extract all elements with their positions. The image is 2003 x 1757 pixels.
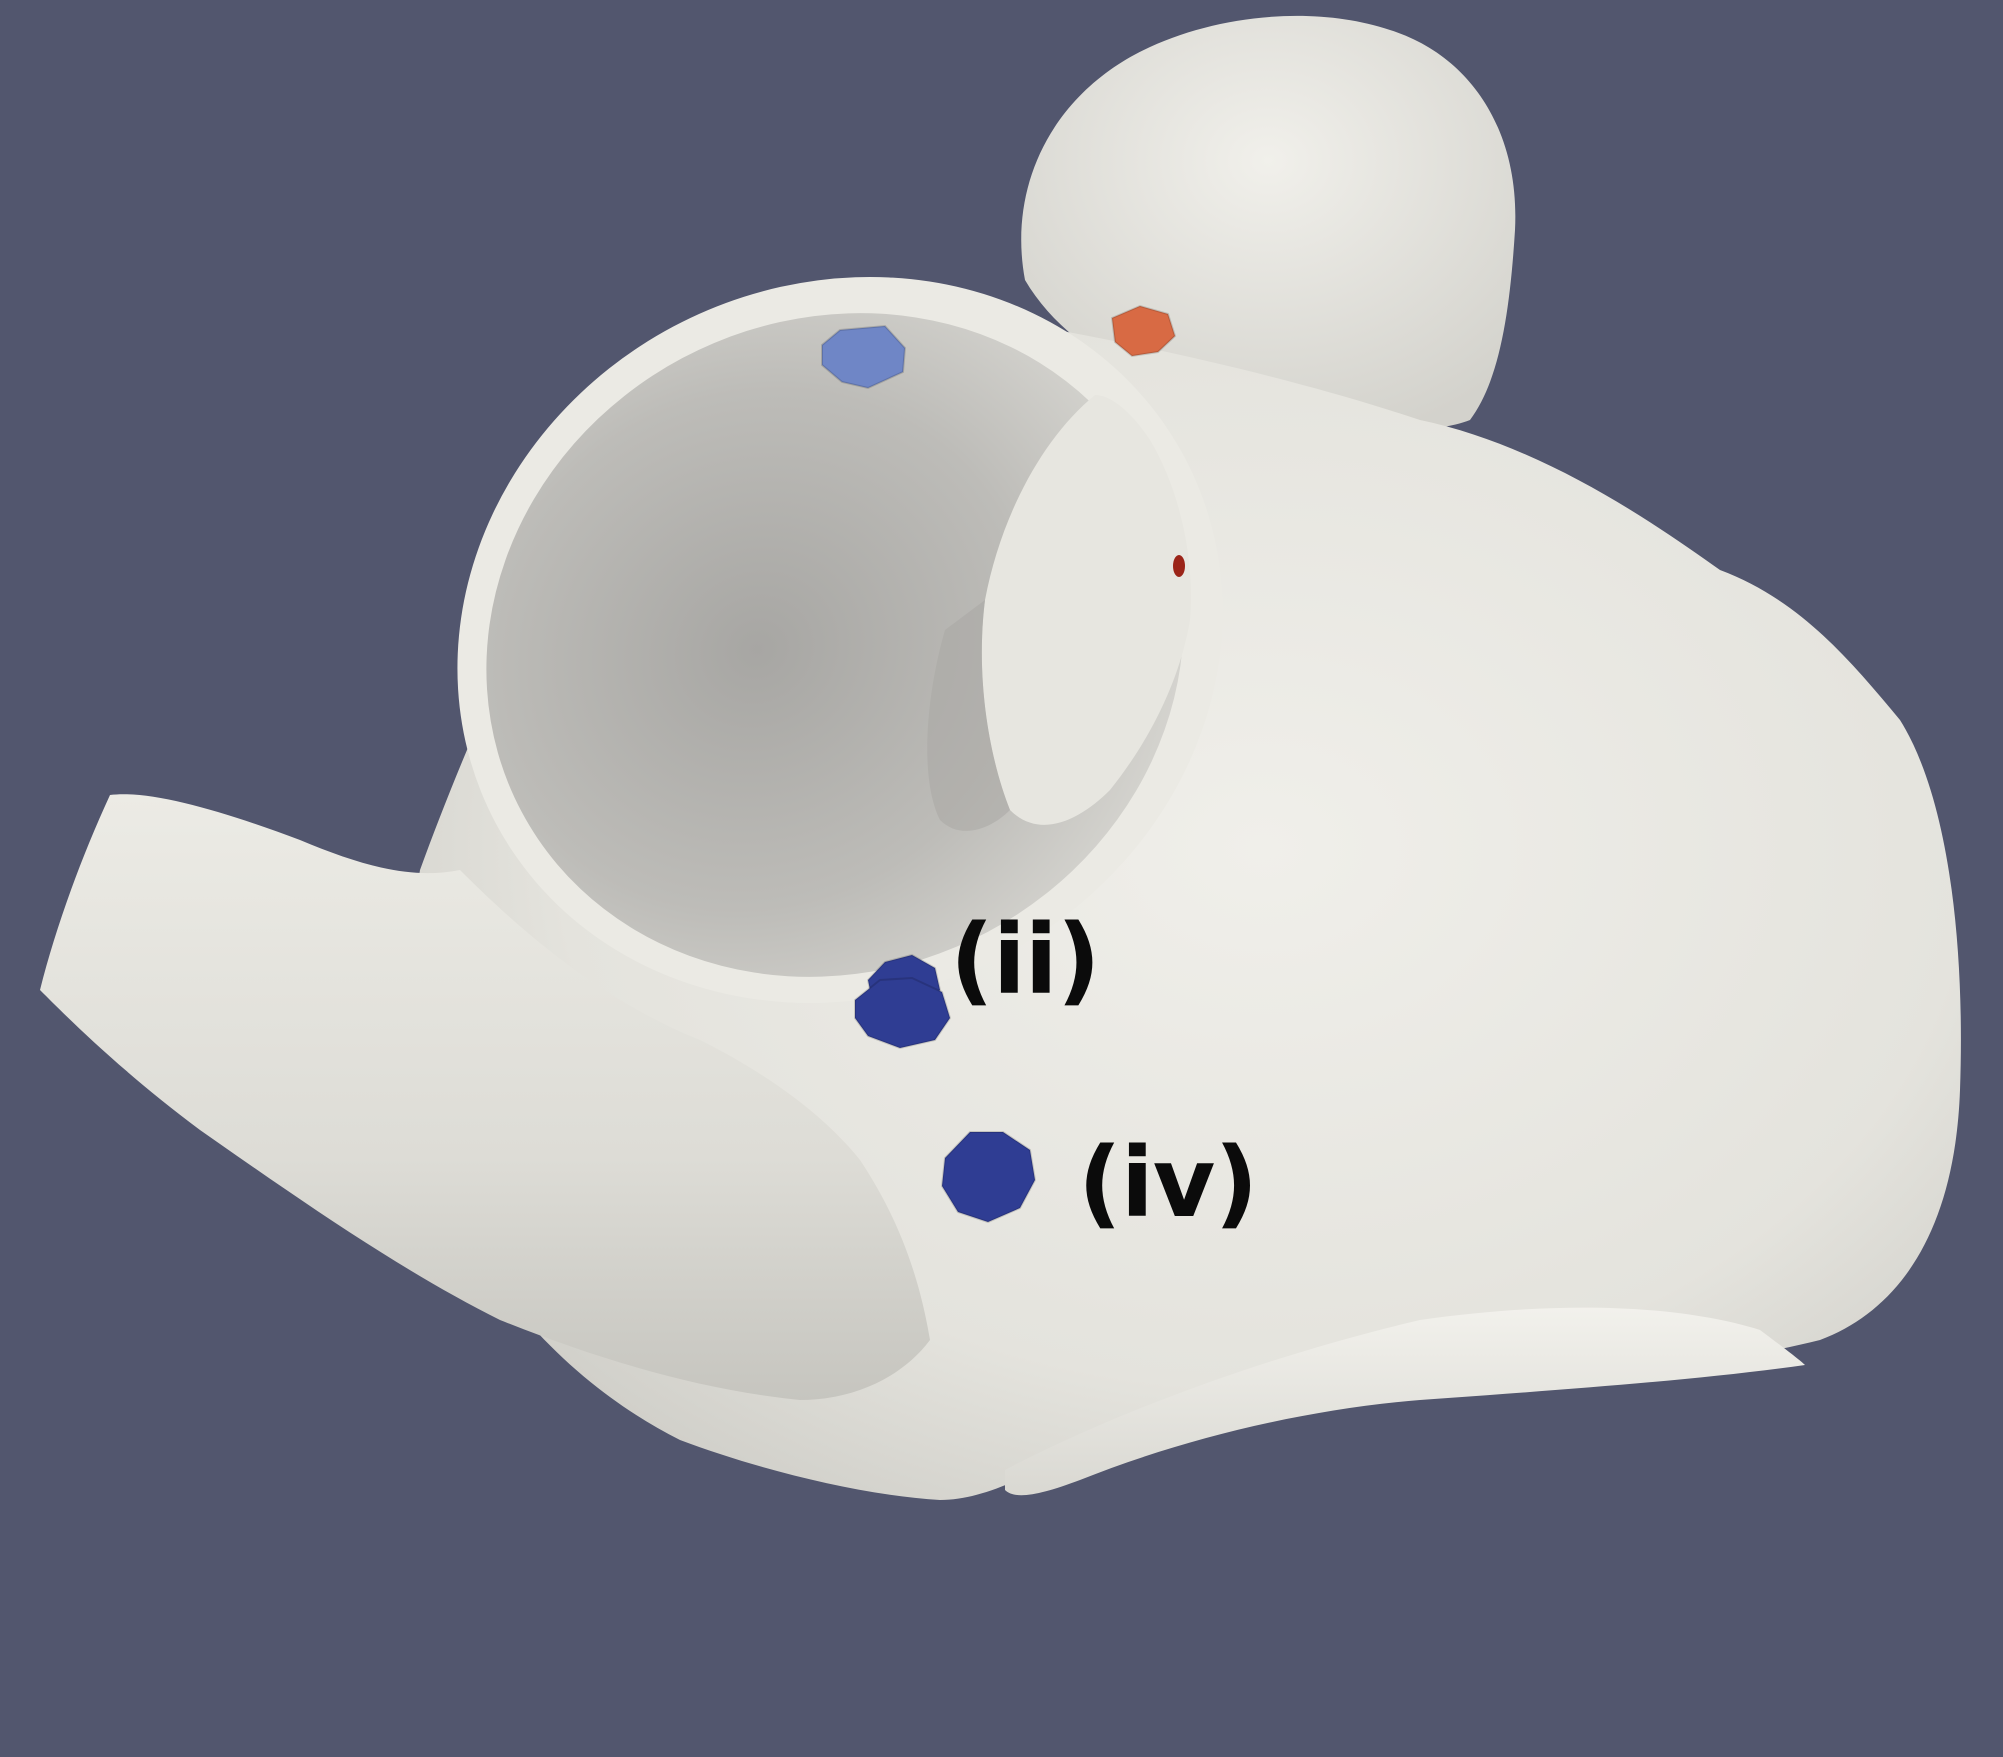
- bottom-flap: [1005, 1307, 1805, 1496]
- marker-ii-lower: [854, 976, 952, 1050]
- marker-red-edge: [1173, 555, 1185, 577]
- lumen-ridge-shadow: [927, 600, 1010, 831]
- marker-light-blue-top: [821, 324, 907, 390]
- lumen-ridge: [981, 395, 1191, 825]
- marker-orange-top: [1110, 304, 1177, 358]
- label-iv: (iv): [1078, 1127, 1258, 1239]
- label-ii: (ii): [950, 904, 1101, 1016]
- open-vein-lumen: [486, 313, 1184, 977]
- marker-iv: [940, 1131, 1037, 1224]
- left-vein-tube: [40, 794, 930, 1400]
